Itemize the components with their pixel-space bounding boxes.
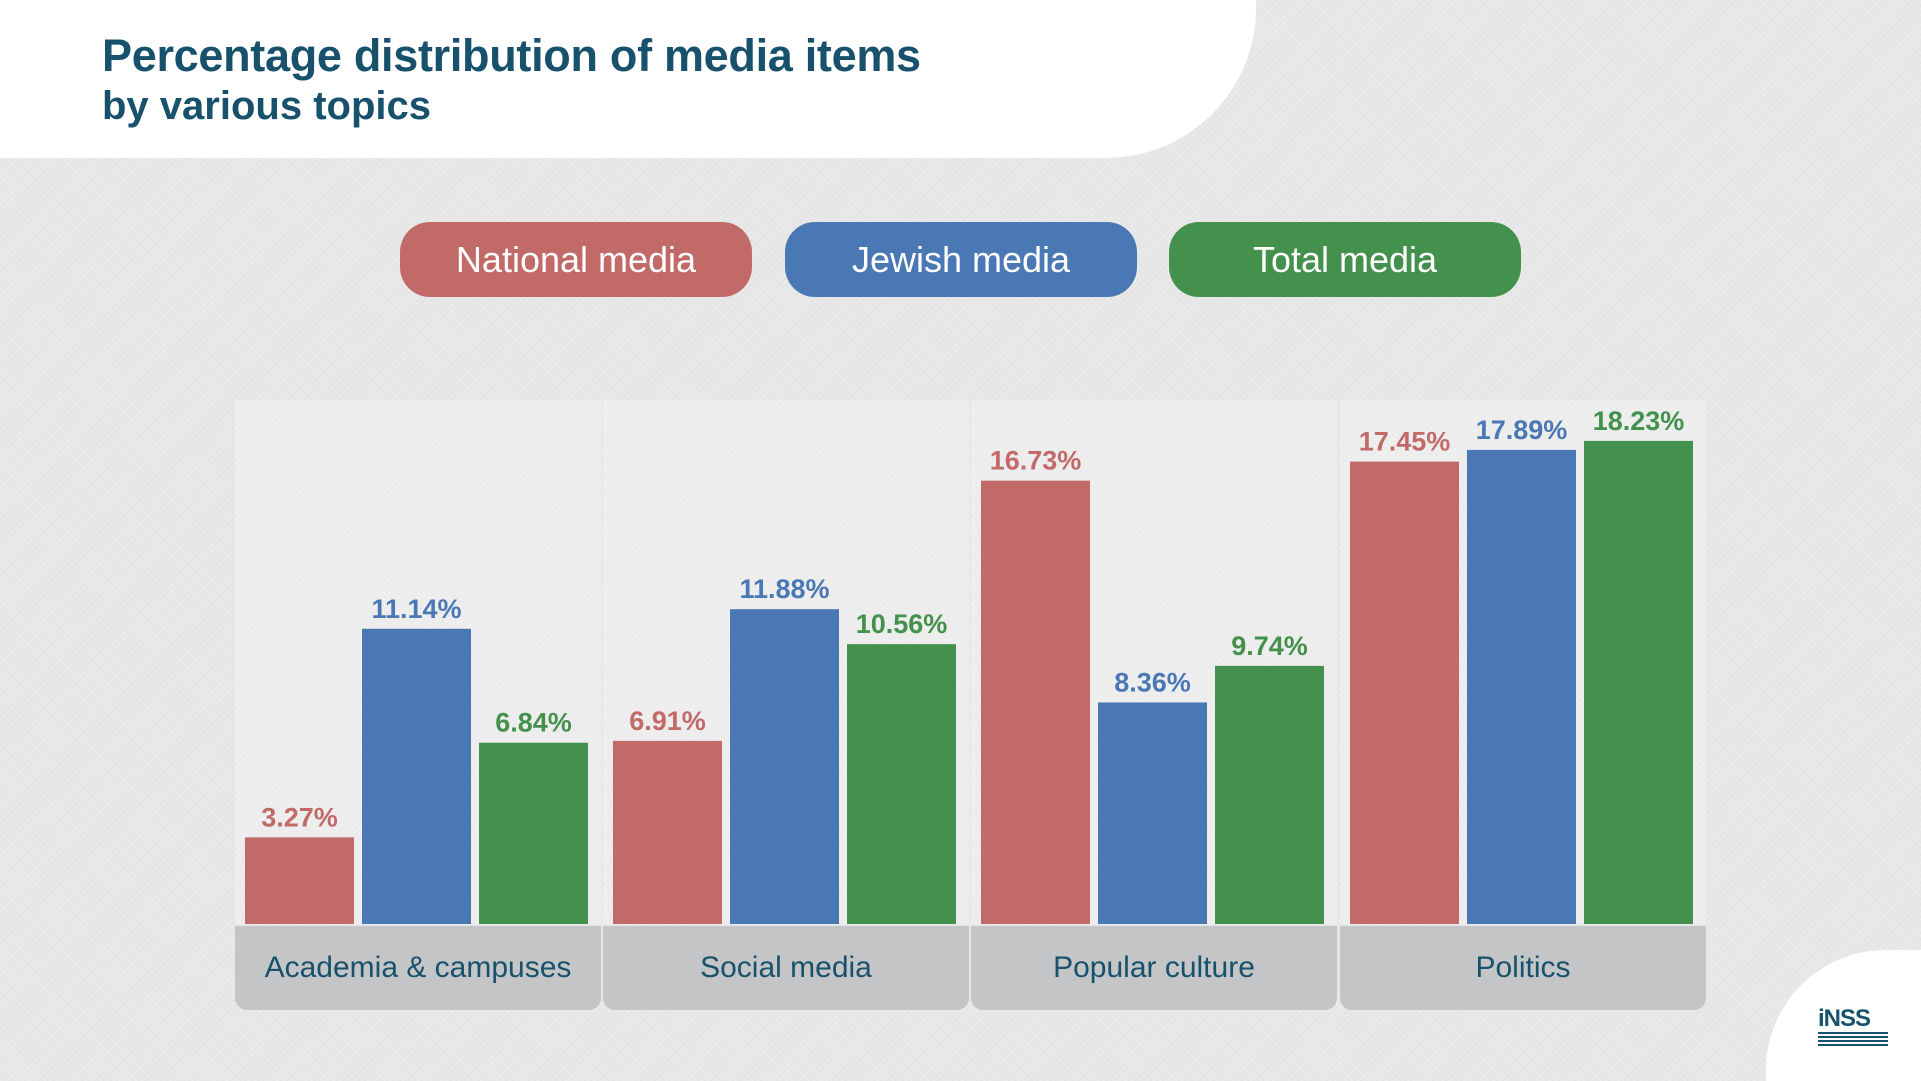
- data-label-national-3: 17.45%: [1359, 427, 1451, 457]
- data-label-total-2: 9.74%: [1231, 631, 1308, 661]
- bar-jewish-0: [362, 628, 471, 924]
- category-label-academia: Academia & campuses: [235, 926, 601, 1010]
- bar-total-3: [1584, 440, 1693, 924]
- data-label-national-1: 6.91%: [629, 706, 706, 736]
- data-label-national-2: 16.73%: [990, 446, 1082, 476]
- category-label-politics: Politics: [1340, 926, 1706, 1010]
- data-label-total-0: 6.84%: [495, 708, 572, 738]
- bar-jewish-1: [730, 609, 839, 924]
- data-label-jewish-0: 11.14%: [371, 594, 461, 624]
- title-panel: [0, 0, 1256, 158]
- bar-total-2: [1215, 665, 1324, 924]
- category-label-popular-culture: Popular culture: [971, 926, 1337, 1010]
- bar-total-1: [847, 644, 956, 924]
- legend-total-media: Total media: [1169, 222, 1521, 297]
- data-label-national-0: 3.27%: [261, 802, 338, 832]
- bar-total-0: [479, 742, 588, 924]
- logo-text-lines: [1818, 1032, 1888, 1046]
- bar-national-1: [613, 740, 722, 924]
- bar-jewish-2: [1098, 702, 1207, 924]
- data-label-total-3: 18.23%: [1593, 406, 1685, 436]
- bar-jewish-3: [1467, 449, 1576, 924]
- data-label-jewish-1: 11.88%: [739, 574, 829, 604]
- chart-subtitle: by various topics: [102, 84, 431, 128]
- bar-national-2: [981, 480, 1090, 924]
- inss-logo-icon: iNSS: [1818, 1005, 1871, 1032]
- data-label-jewish-2: 8.36%: [1114, 667, 1191, 697]
- bar-national-0: [245, 837, 354, 924]
- data-label-total-1: 10.56%: [856, 609, 948, 639]
- legend-jewish-media: Jewish media: [785, 222, 1137, 297]
- category-label-social-media: Social media: [603, 926, 969, 1010]
- bar-national-3: [1350, 461, 1459, 924]
- data-label-jewish-3: 17.89%: [1476, 415, 1568, 445]
- chart-title: Percentage distribution of media items: [102, 30, 921, 81]
- legend-national-media: National media: [400, 222, 752, 297]
